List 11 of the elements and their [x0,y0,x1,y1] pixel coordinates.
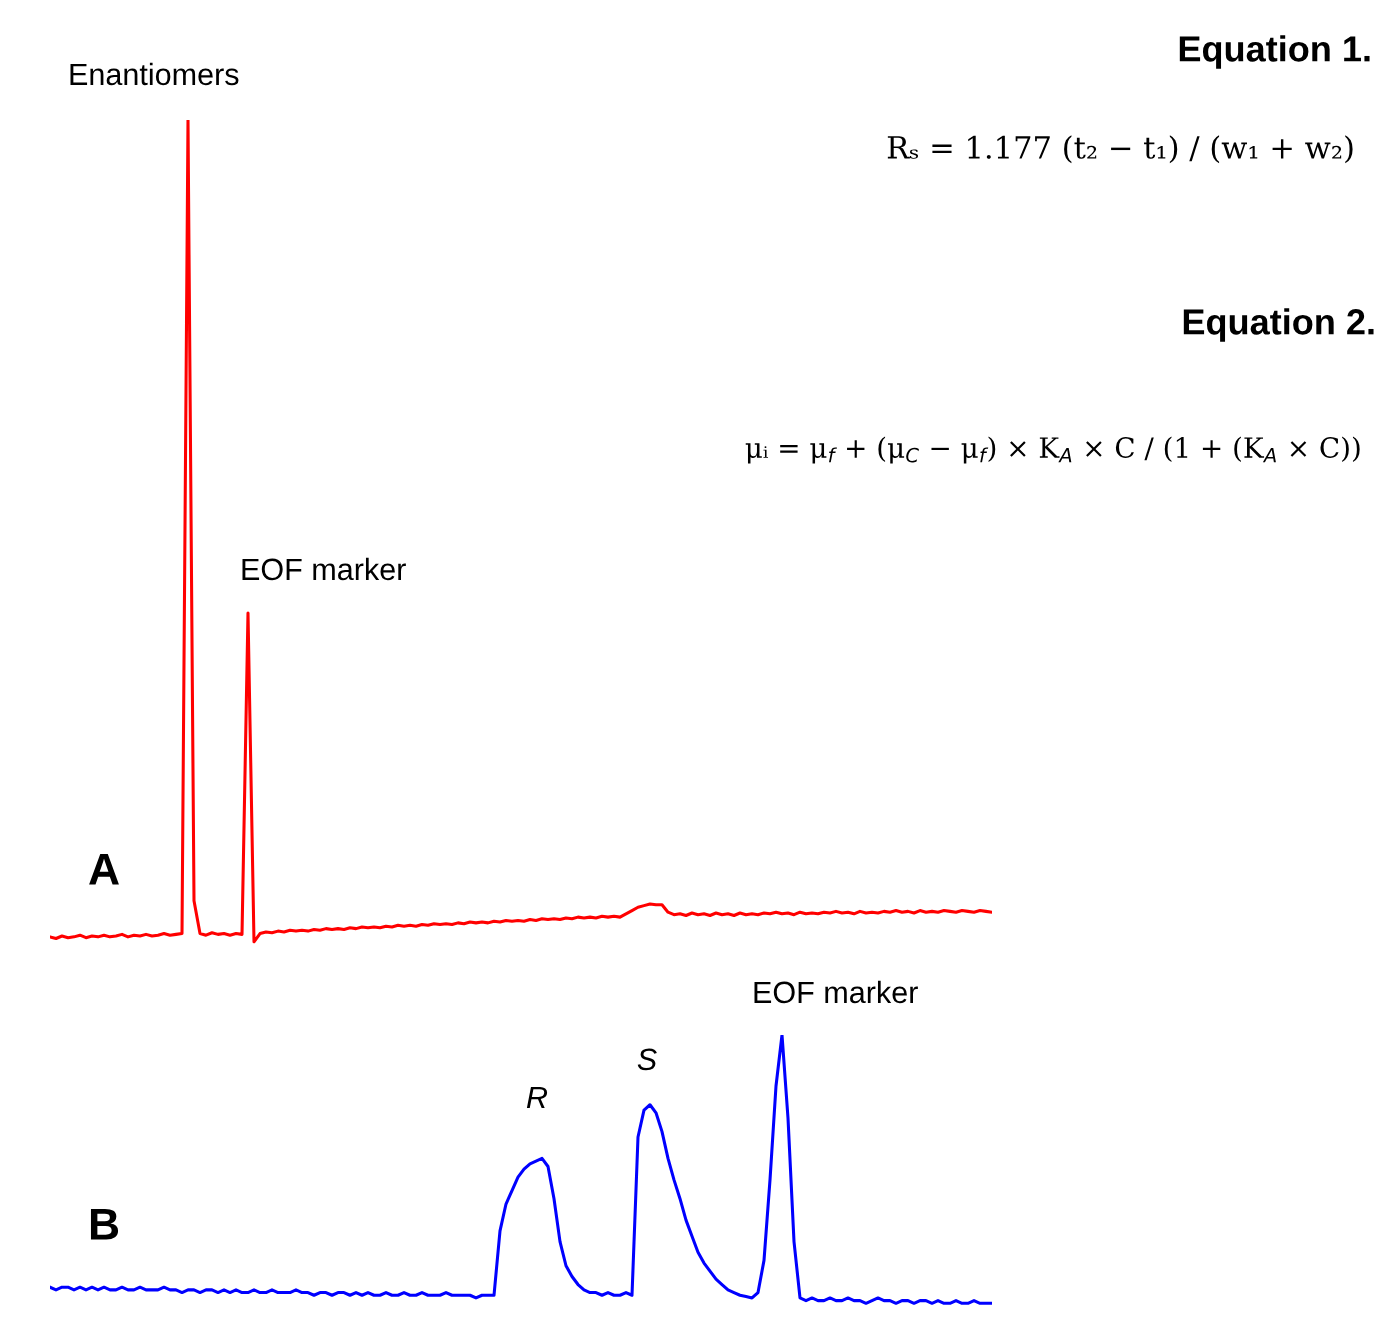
annotation: R [526,1086,548,1108]
annotation: EOF marker [242,557,406,581]
text: EOF marker [754,980,918,1004]
text: Equation 1. [1179,35,1370,69]
text: μᵢ = μ$_{f}$ + (μ$_{C}$ − μ$_{f}$) × K$_{A}$ × C / (1 + (K$_{A}$ × C)) [745,436,1360,464]
text: Enantiomers [70,62,239,86]
text: A [89,853,119,885]
annotation: S [637,1048,657,1071]
text: Equation 2. [1183,308,1374,342]
text: B [90,1208,119,1240]
annotation: Rₛ = 1.177 (t₂ − t₁) / (w₁ + w₂) [887,135,1353,164]
